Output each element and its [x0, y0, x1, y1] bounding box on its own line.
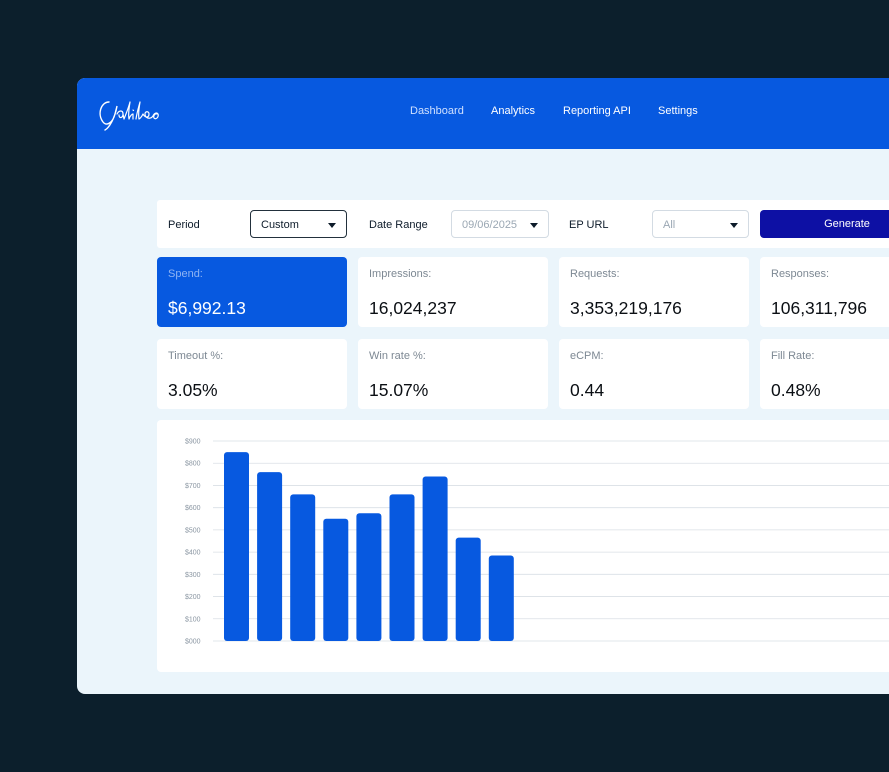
- metric-value: 3.05%: [168, 380, 218, 400]
- nav-analytics[interactable]: Analytics: [491, 105, 536, 117]
- y-tick-label: $700: [185, 483, 201, 490]
- metric-card-win-rate[interactable]: Win rate %: 15.07%: [358, 339, 548, 409]
- metric-value: 15.07%: [369, 380, 429, 400]
- metric-card-fill-rate[interactable]: Fill Rate: 0.48%: [760, 339, 889, 409]
- metric-card-impressions[interactable]: Impressions: 16,024,237: [358, 257, 548, 327]
- y-tick-label: $900: [185, 439, 201, 446]
- date-range-select[interactable]: 09/06/2025: [451, 210, 549, 238]
- y-tick-label: $100: [185, 616, 201, 623]
- period-select[interactable]: Custom: [250, 210, 347, 238]
- date-range-label: Date Range: [369, 219, 428, 231]
- chevron-down-icon: [328, 223, 336, 228]
- metric-card-ecpm[interactable]: eCPM: 0.44: [559, 339, 749, 409]
- period-label: Period: [168, 219, 200, 231]
- chart-bar[interactable]: [224, 452, 249, 641]
- nav-reporting-api[interactable]: Reporting API: [563, 105, 631, 117]
- chart-bar[interactable]: [257, 472, 283, 641]
- metric-card-timeout[interactable]: Timeout %: 3.05%: [157, 339, 347, 409]
- metric-label: Win rate %:: [369, 350, 426, 362]
- metric-card-spend[interactable]: Spend: $6,992.13: [157, 257, 347, 327]
- ep-url-value: All: [663, 219, 676, 231]
- metric-label: Responses:: [771, 268, 830, 280]
- metric-label: Timeout %:: [168, 350, 224, 362]
- y-tick-label: $600: [185, 505, 201, 512]
- period-value: Custom: [261, 219, 299, 231]
- chart-bar[interactable]: [290, 494, 316, 641]
- chart-bar[interactable]: [389, 494, 415, 641]
- metric-value: 3,353,219,176: [570, 298, 682, 318]
- chart-bar[interactable]: [455, 537, 481, 641]
- filter-bar: Period Custom Date Range 09/06/2025 EP U…: [157, 200, 889, 248]
- y-tick-label: $300: [185, 572, 201, 579]
- chart-bar[interactable]: [422, 476, 448, 641]
- metric-label: Spend:: [168, 268, 203, 280]
- nav-settings[interactable]: Settings: [658, 105, 698, 117]
- ep-url-select[interactable]: All: [652, 210, 749, 238]
- y-tick-label: $400: [185, 550, 201, 557]
- metric-label: eCPM:: [570, 350, 604, 362]
- spend-bar-chart: $000 $100 $200 $300 $400 $500 $600 $700 $800 $900: [185, 439, 889, 646]
- y-tick-label: $500: [185, 527, 201, 534]
- ep-url-label: EP URL: [569, 219, 609, 231]
- chevron-down-icon: [530, 223, 538, 228]
- y-tick-label: $200: [185, 594, 201, 601]
- y-tick-label: $000: [185, 639, 201, 646]
- metric-card-requests[interactable]: Requests: 3,353,219,176: [559, 257, 749, 327]
- metric-value: 16,024,237: [369, 298, 457, 318]
- nav-dashboard[interactable]: Dashboard: [410, 105, 464, 117]
- spend-chart-panel: $000 $100 $200 $300 $400 $500 $600 $700 $800 $900: [157, 420, 889, 672]
- top-navbar: Dashboard Analytics Reporting API Settin…: [77, 78, 889, 149]
- metric-value: $6,992.13: [168, 298, 246, 318]
- y-tick-label: $800: [185, 461, 201, 468]
- date-range-value: 09/06/2025: [462, 219, 518, 231]
- generate-button[interactable]: Generate: [760, 210, 889, 238]
- chart-bar[interactable]: [323, 518, 349, 641]
- metric-card-responses[interactable]: Responses: 106,311,796: [760, 257, 889, 327]
- metric-label: Fill Rate:: [771, 350, 815, 362]
- metric-label: Impressions:: [369, 268, 432, 280]
- galileo-logo[interactable]: [95, 92, 167, 134]
- metric-value: 0.44: [570, 380, 605, 400]
- chart-bar[interactable]: [488, 555, 514, 641]
- chevron-down-icon: [730, 223, 738, 228]
- app-window: Dashboard Analytics Reporting API Settin…: [77, 78, 889, 694]
- metric-value: 106,311,796: [771, 298, 868, 318]
- chart-bar[interactable]: [356, 513, 382, 641]
- metric-label: Requests:: [570, 268, 620, 280]
- metric-value: 0.48%: [771, 380, 821, 400]
